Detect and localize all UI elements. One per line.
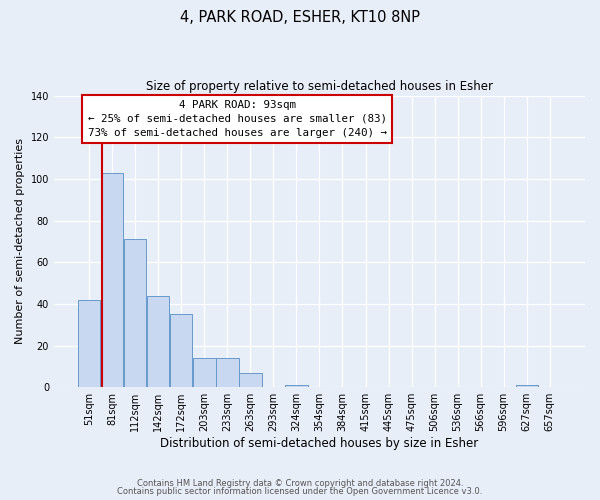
- Bar: [101, 172, 124, 387]
- Bar: [147, 296, 169, 387]
- Bar: [285, 385, 308, 387]
- X-axis label: Distribution of semi-detached houses by size in Esher: Distribution of semi-detached houses by …: [160, 437, 479, 450]
- Bar: [124, 240, 146, 387]
- Bar: [216, 358, 239, 387]
- Y-axis label: Number of semi-detached properties: Number of semi-detached properties: [15, 138, 25, 344]
- Bar: [239, 372, 262, 387]
- Text: Contains public sector information licensed under the Open Government Licence v3: Contains public sector information licen…: [118, 487, 482, 496]
- Title: Size of property relative to semi-detached houses in Esher: Size of property relative to semi-detach…: [146, 80, 493, 93]
- Text: 4, PARK ROAD, ESHER, KT10 8NP: 4, PARK ROAD, ESHER, KT10 8NP: [180, 10, 420, 25]
- Bar: [515, 385, 538, 387]
- Bar: [193, 358, 215, 387]
- Text: 4 PARK ROAD: 93sqm
← 25% of semi-detached houses are smaller (83)
73% of semi-de: 4 PARK ROAD: 93sqm ← 25% of semi-detache…: [88, 100, 386, 138]
- Text: Contains HM Land Registry data © Crown copyright and database right 2024.: Contains HM Land Registry data © Crown c…: [137, 478, 463, 488]
- Bar: [78, 300, 100, 387]
- Bar: [170, 314, 193, 387]
